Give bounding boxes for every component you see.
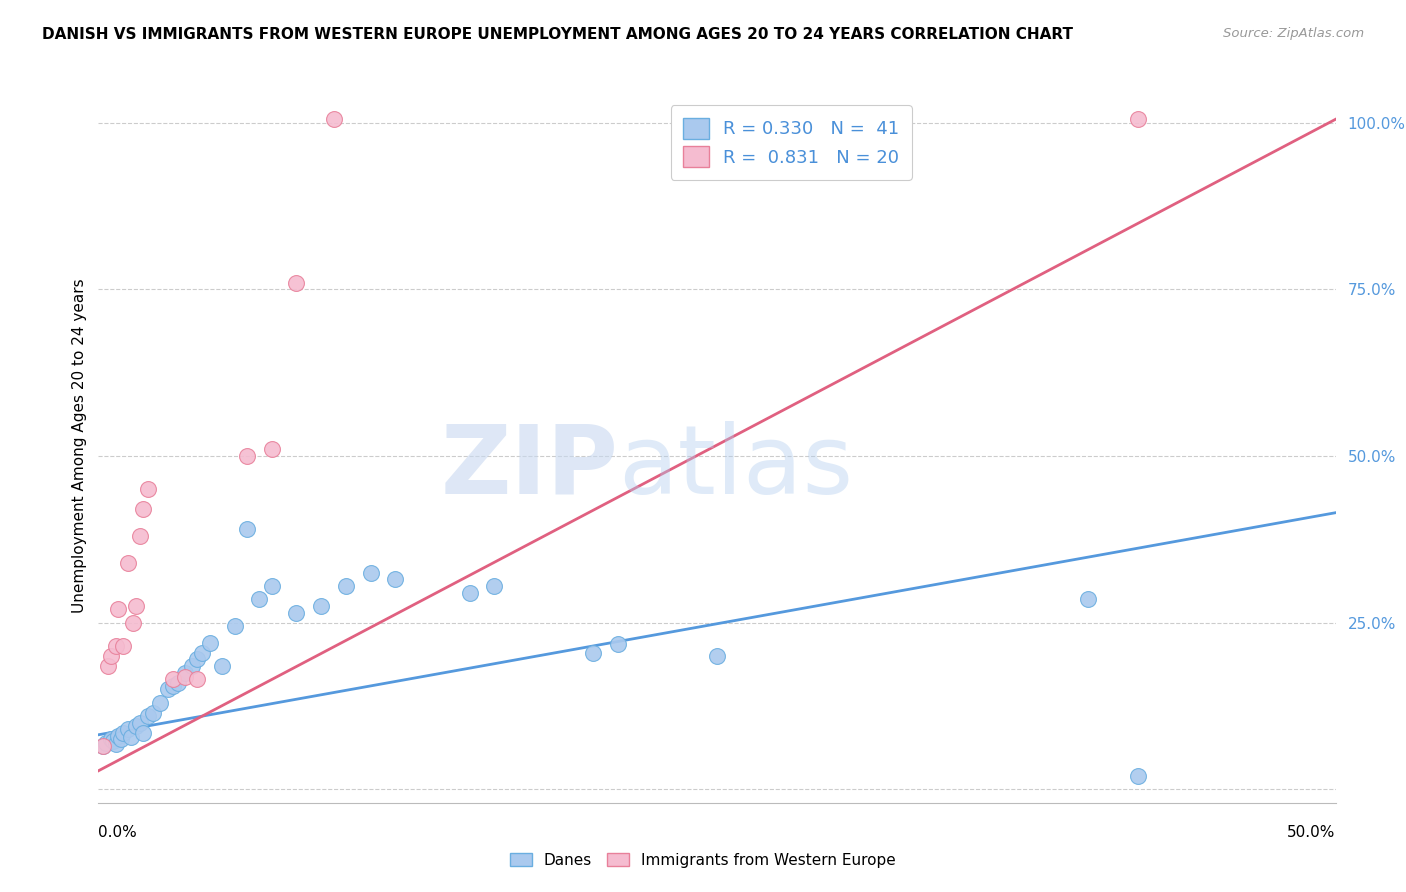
- Point: [174, 665, 197, 680]
- Point: [191, 646, 214, 660]
- Point: [132, 725, 155, 739]
- Point: [236, 522, 259, 536]
- Point: [93, 739, 115, 753]
- Point: [156, 682, 179, 697]
- Point: [166, 675, 188, 690]
- Point: [117, 723, 139, 737]
- Point: [117, 556, 139, 570]
- Point: [285, 276, 308, 290]
- Point: [360, 566, 382, 580]
- Point: [247, 592, 270, 607]
- Point: [104, 639, 127, 653]
- Point: [124, 719, 146, 733]
- Point: [136, 709, 159, 723]
- Point: [322, 112, 344, 127]
- Point: [607, 637, 630, 651]
- Point: [104, 737, 127, 751]
- Y-axis label: Unemployment Among Ages 20 to 24 years: Unemployment Among Ages 20 to 24 years: [72, 278, 87, 614]
- Point: [107, 729, 129, 743]
- Point: [335, 579, 357, 593]
- Point: [129, 529, 152, 543]
- Legend: Danes, Immigrants from Western Europe: Danes, Immigrants from Western Europe: [502, 845, 904, 875]
- Point: [129, 715, 152, 730]
- Point: [458, 585, 481, 599]
- Point: [149, 696, 172, 710]
- Text: ZIP: ZIP: [440, 421, 619, 514]
- Point: [112, 639, 135, 653]
- Point: [94, 736, 117, 750]
- Point: [384, 573, 406, 587]
- Point: [1077, 592, 1099, 607]
- Point: [260, 442, 283, 457]
- Text: 0.0%: 0.0%: [98, 825, 138, 840]
- Point: [174, 670, 197, 684]
- Point: [124, 599, 146, 613]
- Point: [107, 602, 129, 616]
- Point: [484, 579, 506, 593]
- Legend: R = 0.330   N =  41, R =  0.831   N = 20: R = 0.330 N = 41, R = 0.831 N = 20: [671, 105, 912, 179]
- Point: [132, 502, 155, 516]
- Point: [260, 579, 283, 593]
- Point: [97, 659, 120, 673]
- Text: atlas: atlas: [619, 421, 853, 514]
- Point: [1126, 112, 1149, 127]
- Text: 50.0%: 50.0%: [1288, 825, 1336, 840]
- Point: [142, 706, 165, 720]
- Point: [186, 652, 208, 666]
- Point: [236, 449, 259, 463]
- Point: [706, 649, 728, 664]
- Point: [103, 734, 125, 748]
- Point: [136, 483, 159, 497]
- Point: [100, 649, 122, 664]
- Point: [122, 615, 145, 630]
- Point: [181, 659, 204, 673]
- Point: [224, 619, 246, 633]
- Point: [162, 679, 184, 693]
- Point: [110, 732, 132, 747]
- Text: Source: ZipAtlas.com: Source: ZipAtlas.com: [1223, 27, 1364, 40]
- Point: [285, 606, 308, 620]
- Point: [309, 599, 332, 613]
- Point: [211, 659, 233, 673]
- Point: [112, 725, 135, 739]
- Point: [582, 646, 605, 660]
- Point: [93, 739, 115, 753]
- Point: [100, 732, 122, 747]
- Point: [186, 673, 208, 687]
- Point: [198, 636, 221, 650]
- Text: DANISH VS IMMIGRANTS FROM WESTERN EUROPE UNEMPLOYMENT AMONG AGES 20 TO 24 YEARS : DANISH VS IMMIGRANTS FROM WESTERN EUROPE…: [42, 27, 1073, 42]
- Point: [162, 673, 184, 687]
- Point: [1126, 769, 1149, 783]
- Point: [120, 731, 142, 745]
